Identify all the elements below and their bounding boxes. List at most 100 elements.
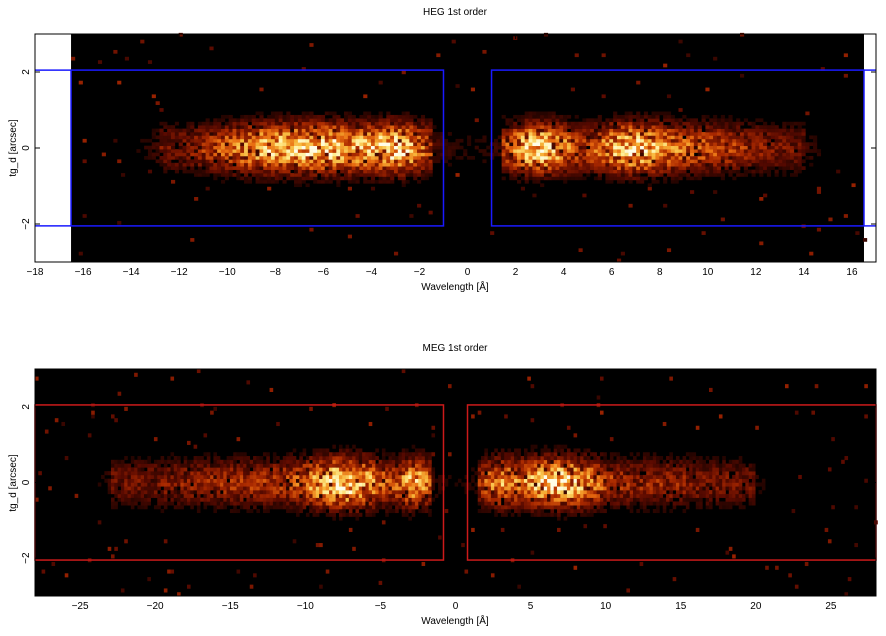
count-pixel bbox=[267, 125, 272, 129]
count-pixel bbox=[178, 166, 183, 170]
count-pixel bbox=[267, 114, 272, 119]
count-pixel bbox=[240, 145, 245, 150]
count-pixel bbox=[367, 155, 372, 160]
count-pixel bbox=[124, 501, 128, 506]
count-pixel bbox=[266, 471, 270, 476]
count-pixel bbox=[313, 169, 318, 174]
count-pixel bbox=[388, 459, 393, 464]
count-pixel bbox=[320, 166, 326, 170]
count-pixel bbox=[793, 128, 798, 133]
count-pixel bbox=[690, 169, 695, 174]
count-pixel bbox=[640, 166, 645, 170]
count-pixel bbox=[344, 125, 349, 129]
count-pixel bbox=[370, 121, 376, 126]
count-pixel bbox=[655, 121, 660, 126]
count-pixel bbox=[263, 162, 268, 167]
count-pixel bbox=[428, 490, 432, 495]
count-pixel bbox=[655, 138, 660, 143]
count-pixel bbox=[120, 493, 125, 498]
count-pixel bbox=[586, 128, 591, 133]
count-pixel bbox=[563, 145, 568, 150]
count-pixel bbox=[120, 459, 125, 464]
count-pixel bbox=[120, 463, 125, 468]
count-pixel bbox=[167, 155, 172, 160]
count-pixel bbox=[233, 459, 237, 464]
count-pixel bbox=[319, 486, 323, 491]
count-pixel bbox=[613, 132, 618, 136]
count-pixel bbox=[355, 490, 360, 495]
count-pixel bbox=[171, 155, 176, 160]
count-pixel bbox=[157, 497, 161, 502]
count-pixel bbox=[286, 463, 290, 468]
count-pixel bbox=[477, 490, 482, 495]
count-pixel bbox=[223, 501, 227, 506]
count-pixel bbox=[713, 162, 718, 167]
count-pixel bbox=[393, 152, 399, 157]
count-pixel bbox=[269, 501, 274, 506]
count-pixel bbox=[200, 471, 204, 476]
count-pixel bbox=[605, 138, 610, 143]
count-pixel bbox=[388, 474, 393, 480]
count-pixel bbox=[320, 128, 326, 133]
count-pixel bbox=[513, 149, 518, 153]
count-pixel bbox=[809, 142, 814, 147]
count-pixel bbox=[279, 505, 284, 510]
count-pixel bbox=[736, 169, 741, 174]
count-pixel bbox=[246, 463, 251, 468]
count-pixel bbox=[438, 482, 442, 487]
count-pixel bbox=[167, 456, 171, 461]
count-pixel bbox=[759, 152, 764, 157]
count-pixel bbox=[375, 474, 379, 480]
count-pixel bbox=[520, 152, 525, 157]
count-pixel bbox=[736, 159, 741, 164]
count-pixel bbox=[342, 463, 346, 468]
count-pixel bbox=[338, 490, 343, 495]
count-pixel bbox=[438, 535, 442, 540]
count-pixel bbox=[527, 467, 531, 472]
count-pixel bbox=[547, 111, 552, 116]
count-pixel bbox=[324, 118, 329, 123]
count-pixel bbox=[355, 128, 360, 133]
count-pixel bbox=[507, 471, 512, 476]
count-pixel bbox=[309, 508, 313, 514]
count-pixel bbox=[363, 121, 368, 126]
count-pixel bbox=[393, 125, 399, 129]
count-pixel bbox=[186, 501, 191, 506]
count-pixel bbox=[209, 169, 214, 174]
count-pixel bbox=[372, 497, 376, 502]
count-pixel bbox=[424, 493, 429, 498]
count-pixel bbox=[682, 145, 687, 150]
count-pixel bbox=[167, 152, 172, 157]
count-pixel bbox=[570, 128, 575, 133]
count-pixel bbox=[213, 142, 218, 147]
count-pixel bbox=[432, 125, 437, 129]
count-pixel bbox=[816, 149, 822, 153]
count-pixel bbox=[355, 516, 360, 521]
count-pixel bbox=[432, 138, 437, 143]
count-pixel bbox=[536, 155, 541, 160]
count-pixel bbox=[167, 467, 171, 472]
count-pixel bbox=[363, 125, 368, 129]
count-pixel bbox=[709, 169, 714, 174]
count-pixel bbox=[173, 505, 178, 510]
count-pixel bbox=[267, 138, 272, 143]
count-pixel bbox=[137, 459, 142, 464]
count-pixel bbox=[177, 493, 181, 498]
count-pixel bbox=[740, 152, 745, 157]
count-pixel bbox=[401, 505, 406, 510]
count-pixel bbox=[348, 527, 353, 532]
count-pixel bbox=[557, 478, 561, 483]
count-pixel bbox=[167, 501, 171, 506]
count-pixel bbox=[533, 467, 538, 472]
count-pixel bbox=[509, 166, 514, 170]
count-pixel bbox=[194, 173, 199, 177]
count-pixel bbox=[517, 145, 522, 150]
count-pixel bbox=[421, 459, 426, 464]
count-pixel bbox=[276, 471, 280, 476]
count-pixel bbox=[276, 490, 280, 495]
count-pixel bbox=[368, 467, 373, 472]
count-pixel bbox=[256, 478, 260, 483]
count-pixel bbox=[317, 135, 322, 140]
count-pixel bbox=[674, 138, 679, 143]
count-pixel bbox=[421, 508, 426, 514]
